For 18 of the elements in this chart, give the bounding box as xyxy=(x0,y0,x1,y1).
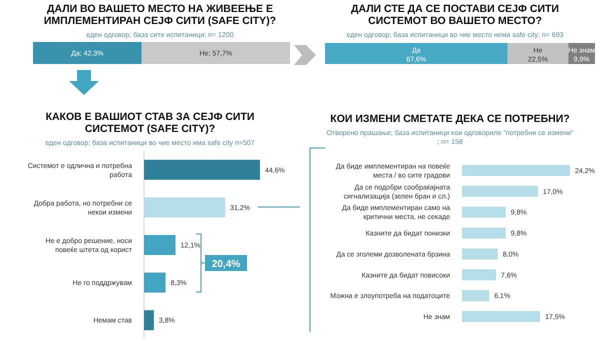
chart-title: ДАЛИ ВО ВАШЕТО МЕСТО НА ЖИВЕЕЊЕ Е ИМПЛЕМЕНТИРАН СЕЈФ СИТИ (SAFE CITY)? xyxy=(44,3,276,27)
bar xyxy=(462,228,506,239)
bar xyxy=(462,290,490,302)
bar xyxy=(462,269,496,280)
chart-title: ДАЛИ СТЕ ДА СЕ ПОСТАВИ СЕЈФ СИТИ СИСТЕМОТ ВО ВАШЕТО МЕСТО? xyxy=(351,3,559,27)
bar xyxy=(462,206,506,218)
chart-title: КОИ ИЗМЕНИ СМЕТАТЕ ДЕКА СЕ ПОТРЕБНИ? xyxy=(330,113,570,125)
annotation: 20,4% xyxy=(212,259,240,270)
bar xyxy=(144,197,226,218)
bar xyxy=(144,272,166,293)
bar xyxy=(144,160,260,180)
chart-title: КАКОВ Е ВАШИОТ СТАВ ЗА СЕЈФ СИТИ СИСТЕМОТ (SAFE CITY)? xyxy=(46,111,254,135)
bar xyxy=(144,310,154,330)
bar xyxy=(462,311,540,322)
bar xyxy=(462,248,498,260)
bar xyxy=(462,164,570,176)
bar xyxy=(462,186,538,197)
bar xyxy=(144,235,176,255)
